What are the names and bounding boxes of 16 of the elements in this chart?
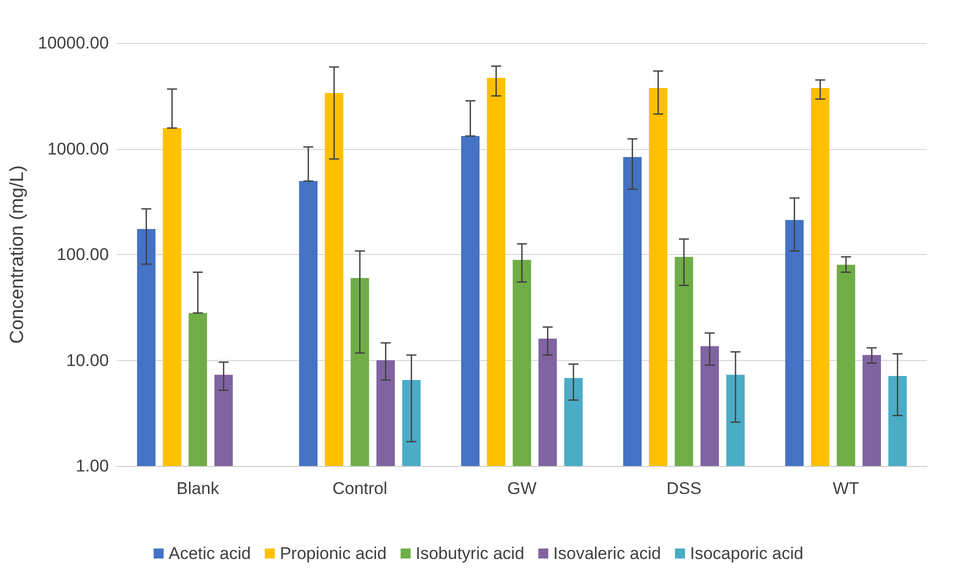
legend-label: Isocaporic acid: [690, 544, 804, 563]
y-tick-label: 10000.00: [38, 34, 109, 52]
legend-label: Isovaleric acid: [553, 544, 661, 563]
legend-label: Acetic acid: [168, 544, 251, 563]
x-tick-label: WT: [832, 479, 860, 498]
y-axis-title: Concentration (mg/L): [7, 165, 28, 344]
x-tick-label: Blank: [176, 479, 220, 498]
x-tick-label: Control: [332, 479, 388, 498]
y-tick-label: 1000.00: [47, 139, 109, 158]
legend-label: Isobutyric acid: [416, 544, 524, 563]
y-tick-label: 100.00: [56, 245, 109, 264]
y-tick-label: 10.00: [66, 350, 109, 370]
y-tick-label: 1.00: [76, 456, 109, 476]
x-tick-label: DSS: [666, 479, 702, 498]
x-tick-label: GW: [507, 479, 537, 498]
legend-label: Propionic acid: [280, 544, 387, 563]
